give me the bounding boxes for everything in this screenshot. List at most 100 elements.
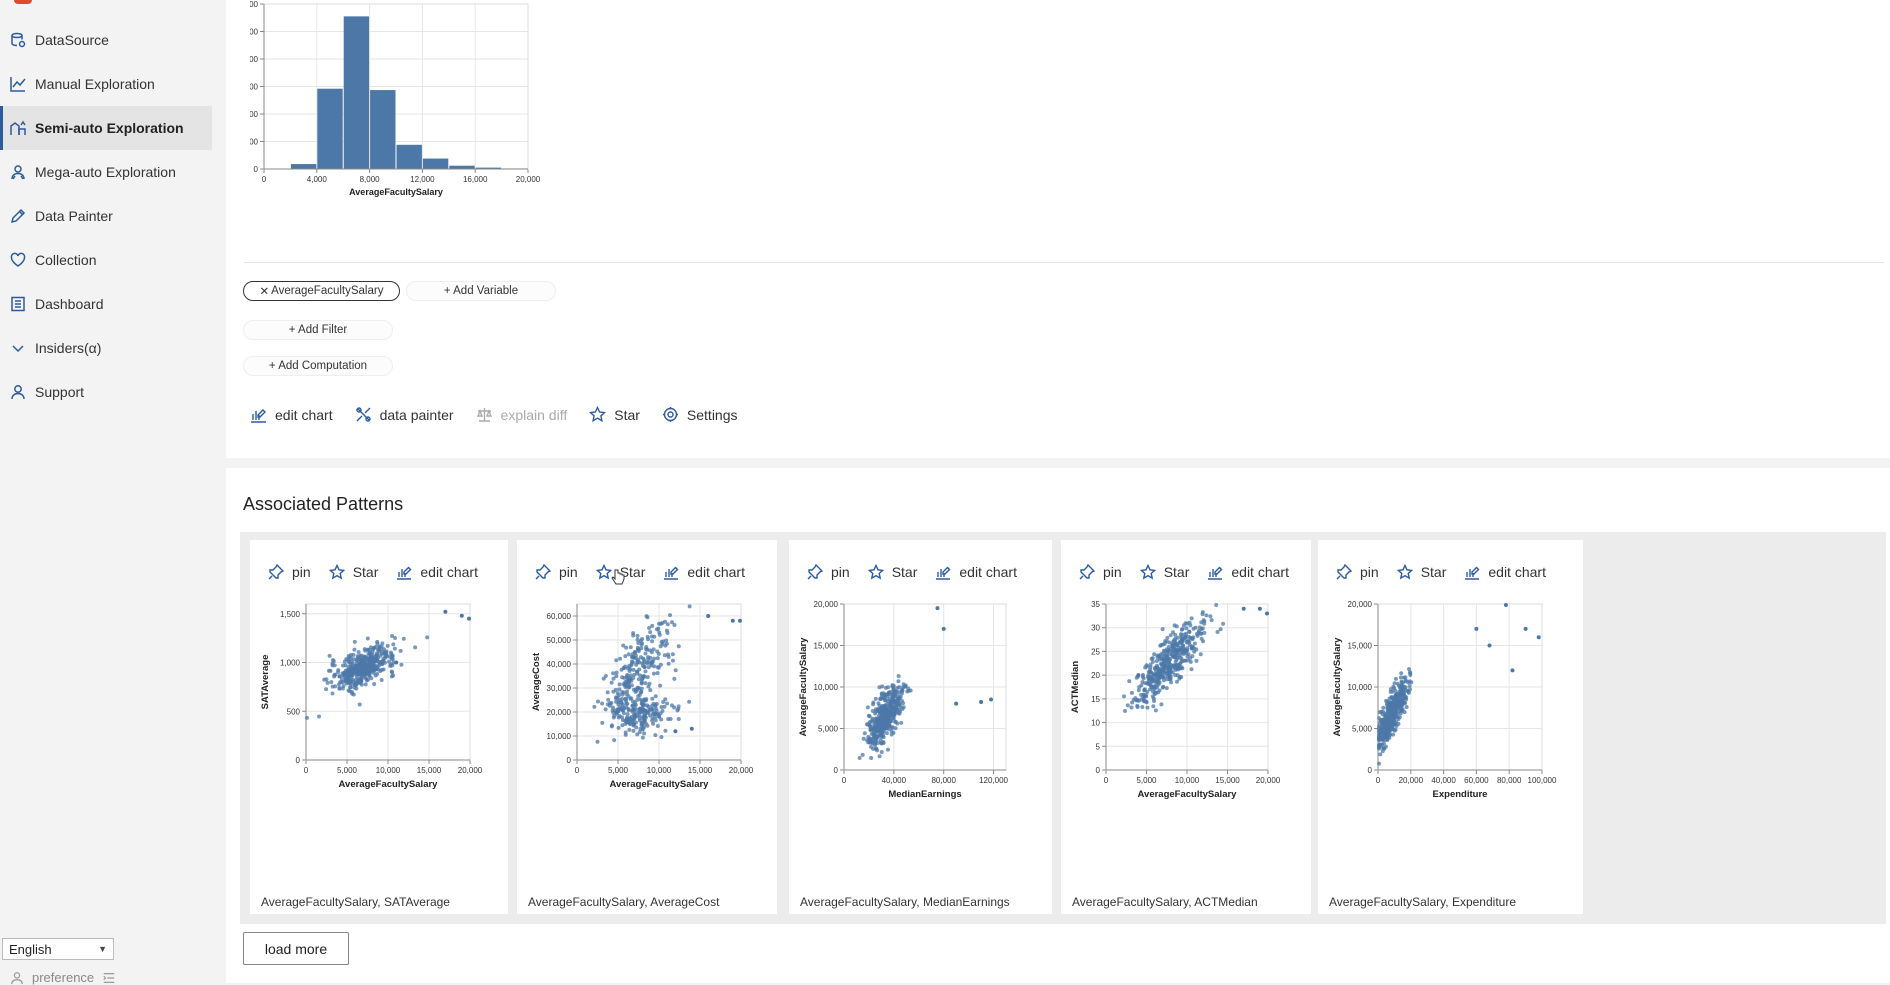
scatter-point <box>865 705 870 710</box>
sidebar-item-insiders[interactable]: Insiders(α) <box>0 326 212 370</box>
scatter-point <box>401 636 406 641</box>
y-axis-title: SATAverage <box>260 655 271 710</box>
scatter-point <box>620 696 625 701</box>
scatter-point <box>653 733 658 738</box>
edit-chart-button[interactable]: edit chart <box>663 564 745 580</box>
scatter-point <box>610 705 615 710</box>
pin-button[interactable]: pin <box>535 564 578 580</box>
scatter-point <box>640 726 645 731</box>
x-tick-label: 5,000 <box>1136 776 1157 785</box>
scatter-point <box>866 734 871 739</box>
y-tick-label: 1,000 <box>280 659 301 668</box>
star-button[interactable]: Star <box>1396 564 1446 580</box>
edit-chart-button[interactable]: edit chart <box>935 564 1017 580</box>
scatter-point <box>617 682 622 687</box>
scatter-point <box>880 684 885 689</box>
scatter-point <box>624 645 629 650</box>
y-axis-title: AverageFacultySalary <box>1332 637 1343 737</box>
close-icon[interactable]: ✕ <box>259 286 270 298</box>
star-button[interactable]: Star <box>589 406 640 423</box>
scatter-point <box>347 678 352 683</box>
star-button[interactable]: Star <box>328 564 378 580</box>
scatter-point <box>1186 634 1191 639</box>
pin-button[interactable]: pin <box>807 564 850 580</box>
scatter-point <box>1181 643 1186 648</box>
scatter-point <box>626 652 631 657</box>
scatter-point <box>886 685 891 690</box>
y-tick-label: 20,000 <box>1348 600 1373 609</box>
scatter-point <box>663 728 668 733</box>
sidebar-item-datasource[interactable]: DataSource <box>0 18 212 62</box>
scatter-point <box>1184 626 1189 631</box>
scatter-point <box>643 698 648 703</box>
scatter-point <box>669 620 674 625</box>
scatter-point <box>941 626 946 631</box>
settings-button[interactable]: Settings <box>662 406 738 423</box>
sidebar-item-data-painter[interactable]: Data Painter <box>0 194 212 238</box>
scatter-point <box>1536 635 1541 640</box>
scatter-point <box>878 731 883 736</box>
scatter-point <box>1187 620 1192 625</box>
scatter-point <box>653 715 658 720</box>
sidebar-item-manual-exploration[interactable]: Manual Exploration <box>0 62 212 106</box>
scatter-point <box>648 630 653 635</box>
edit-chart-label: edit chart <box>1231 564 1289 580</box>
sidebar-item-mega-auto-exploration[interactable]: Mega-auto Exploration <box>0 150 212 194</box>
scatter-point <box>890 684 895 689</box>
scatter-point <box>635 645 640 650</box>
scatter-point <box>1169 663 1174 668</box>
scatter-point <box>1176 664 1181 669</box>
scatter-point <box>878 696 883 701</box>
add-filter-button[interactable]: + Add Filter <box>243 320 393 340</box>
scatter-point <box>648 655 653 660</box>
edit-chart-button[interactable]: edit chart <box>250 406 333 423</box>
scatter-point <box>873 746 878 751</box>
sidebar-item-collection[interactable]: Collection <box>0 238 212 282</box>
pin-button[interactable]: pin <box>1336 564 1379 580</box>
scatter-point <box>1384 698 1389 703</box>
load-more-button[interactable]: load more <box>243 932 349 965</box>
scatter-points <box>857 606 994 760</box>
sidebar-item-dashboard[interactable]: Dashboard <box>0 282 212 326</box>
scatter-point <box>1487 643 1492 648</box>
scatter-point <box>1194 658 1199 663</box>
add-computation-button[interactable]: + Add Computation <box>243 356 393 376</box>
settings-label: Settings <box>686 406 738 423</box>
sidebar-item-semi-auto-exploration[interactable]: Semi-auto Exploration <box>0 106 212 150</box>
pin-button[interactable]: pin <box>1079 564 1122 580</box>
edit-chart-button[interactable]: edit chart <box>396 564 478 580</box>
scatter-point <box>884 725 889 730</box>
edit-chart-button[interactable]: edit chart <box>1464 564 1546 580</box>
menu-fold-icon[interactable] <box>102 971 116 985</box>
scatter-point <box>664 638 669 643</box>
edit-chart-label: edit chart <box>687 564 745 580</box>
language-select[interactable]: English ▼ <box>2 938 114 960</box>
data-painter-button[interactable]: data painter <box>355 406 454 423</box>
scatter-point <box>1385 731 1390 736</box>
scatter-point <box>639 642 644 647</box>
scatter-point <box>624 674 629 679</box>
scatter-point <box>623 654 628 659</box>
scatter-point <box>670 658 675 663</box>
star-button[interactable]: Star <box>867 564 917 580</box>
sidebar-item-support[interactable]: Support <box>0 370 212 414</box>
star-button[interactable]: Star <box>595 564 645 580</box>
scatter-point <box>630 699 635 704</box>
preference-link[interactable]: preference <box>10 970 116 985</box>
variable-chip-selected[interactable]: ✕ AverageFacultySalary <box>243 281 400 301</box>
scatter-point <box>1388 728 1393 733</box>
pin-button[interactable]: pin <box>268 564 311 580</box>
scatter-point <box>1399 671 1404 676</box>
scatter-point <box>1392 704 1397 709</box>
scatter-point <box>886 747 891 752</box>
scatter-point <box>1175 673 1180 678</box>
scatter-point <box>873 711 878 716</box>
explain-diff-button[interactable]: explain diff <box>476 406 567 423</box>
y-tick-label: 5 <box>1096 742 1101 751</box>
scatter-point <box>673 729 678 734</box>
edit-chart-button[interactable]: edit chart <box>1207 564 1289 580</box>
add-variable-button[interactable]: + Add Variable <box>406 281 556 301</box>
scatter-point <box>638 707 643 712</box>
scatter-point <box>1387 708 1392 713</box>
star-button[interactable]: Star <box>1139 564 1189 580</box>
